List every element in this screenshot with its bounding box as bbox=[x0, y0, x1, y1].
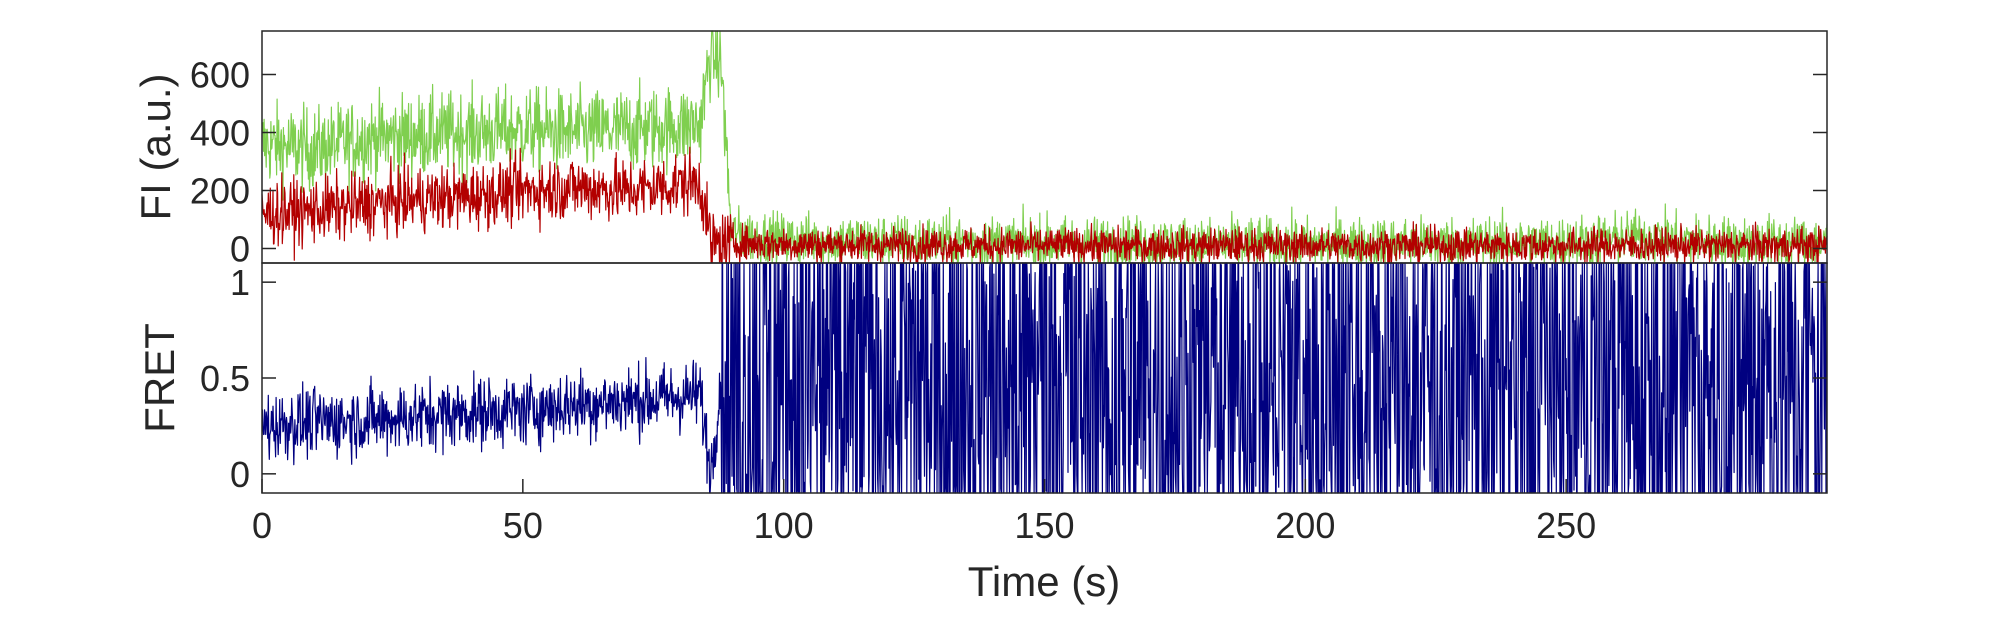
y-tick-label: 0.5 bbox=[200, 358, 250, 399]
y-tick-label: 200 bbox=[190, 171, 250, 212]
intensity-y-axis-label: FI (a.u.) bbox=[132, 73, 179, 220]
x-tick-label: 200 bbox=[1275, 505, 1335, 546]
x-tick-label: 100 bbox=[754, 505, 814, 546]
fret-y-axis-label: FRET bbox=[136, 323, 183, 433]
time-x-ticks: 0 50 100 150 200 250 bbox=[252, 479, 1596, 546]
x-tick-label: 0 bbox=[252, 505, 272, 546]
x-tick-label: 250 bbox=[1536, 505, 1596, 546]
fret-y-ticks: 00.51 bbox=[200, 262, 1827, 495]
intensity-traces bbox=[261, 30, 1828, 264]
y-tick-label: 1 bbox=[230, 262, 250, 303]
y-tick-label: 0 bbox=[230, 229, 250, 270]
x-tick-label: 50 bbox=[503, 505, 543, 546]
y-tick-label: 400 bbox=[190, 113, 250, 154]
intensity-y-ticks: 0 200 400 600 bbox=[190, 55, 1827, 270]
series-line-donor bbox=[261, 30, 1828, 264]
time-x-axis-label: Time (s) bbox=[968, 558, 1120, 605]
x-tick-label: 150 bbox=[1014, 505, 1074, 546]
series-line-fret bbox=[261, 262, 1828, 494]
y-tick-label: 0 bbox=[230, 454, 250, 495]
intensity-panel: 0 200 400 600 FI (a.u.) bbox=[132, 30, 1828, 270]
fret-traces bbox=[261, 262, 1828, 494]
y-tick-label: 600 bbox=[190, 55, 250, 96]
fret-panel: 00.51 0 50 100 150 200 250 FRET Time (s) bbox=[136, 262, 1828, 605]
series-line-acceptor bbox=[261, 146, 1828, 264]
